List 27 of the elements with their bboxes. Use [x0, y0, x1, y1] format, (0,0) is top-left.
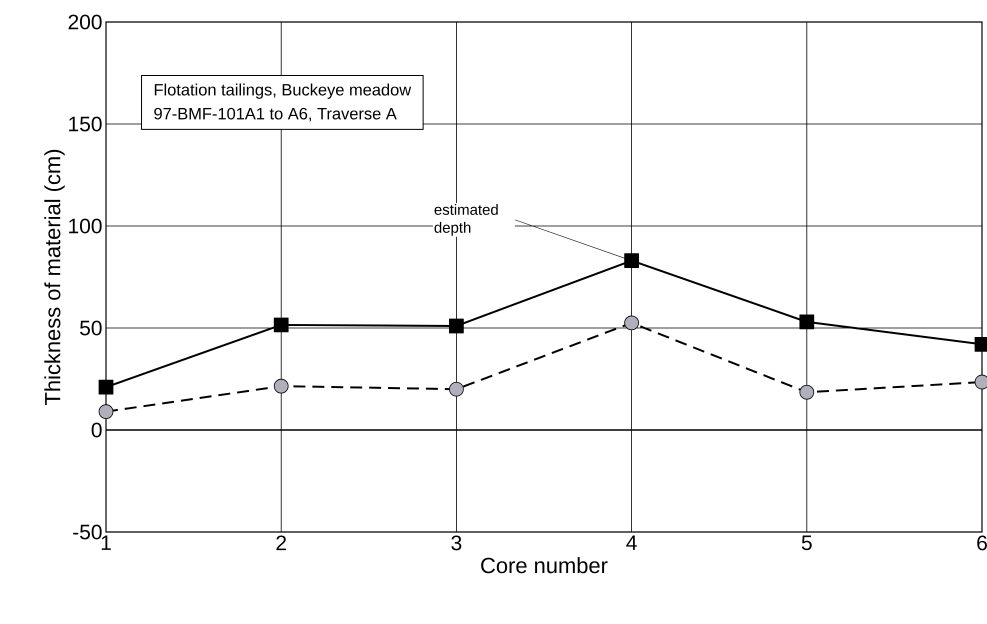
- y-axis-title: Thickness of material (cm): [44, 150, 65, 405]
- y-tick-label: 150: [69, 116, 102, 132]
- point: [98, 404, 114, 420]
- point: [274, 378, 289, 394]
- y-tick-label: 200: [68, 14, 102, 30]
- x-axis-title: Core number: [481, 557, 608, 574]
- y-tick-label: 0: [92, 422, 102, 438]
- y-tick-label: -50: [73, 524, 102, 540]
- point: [624, 253, 639, 268]
- x-tick-label: 4: [626, 536, 637, 550]
- text: Flotation tailings, Buckeye meadow: [154, 84, 412, 99]
- point: [98, 380, 114, 395]
- annotation: estimated depth: [434, 204, 498, 236]
- x-tick-label: 2: [276, 536, 286, 550]
- x-tick-label: 6: [977, 536, 987, 550]
- point: [799, 384, 814, 400]
- x-tick-label: 3: [451, 536, 462, 550]
- point: [449, 318, 464, 334]
- point: [449, 382, 464, 397]
- x-tick-label: 5: [802, 536, 812, 550]
- point: [624, 316, 639, 330]
- x-tick-label: 1: [102, 536, 111, 550]
- y-tick-label: 100: [69, 218, 102, 234]
- point: [274, 318, 289, 332]
- text: 97-BMF-101A1 to A6, Traverse A: [154, 108, 397, 122]
- point: [799, 314, 814, 330]
- y-tick-label: 50: [80, 320, 102, 336]
